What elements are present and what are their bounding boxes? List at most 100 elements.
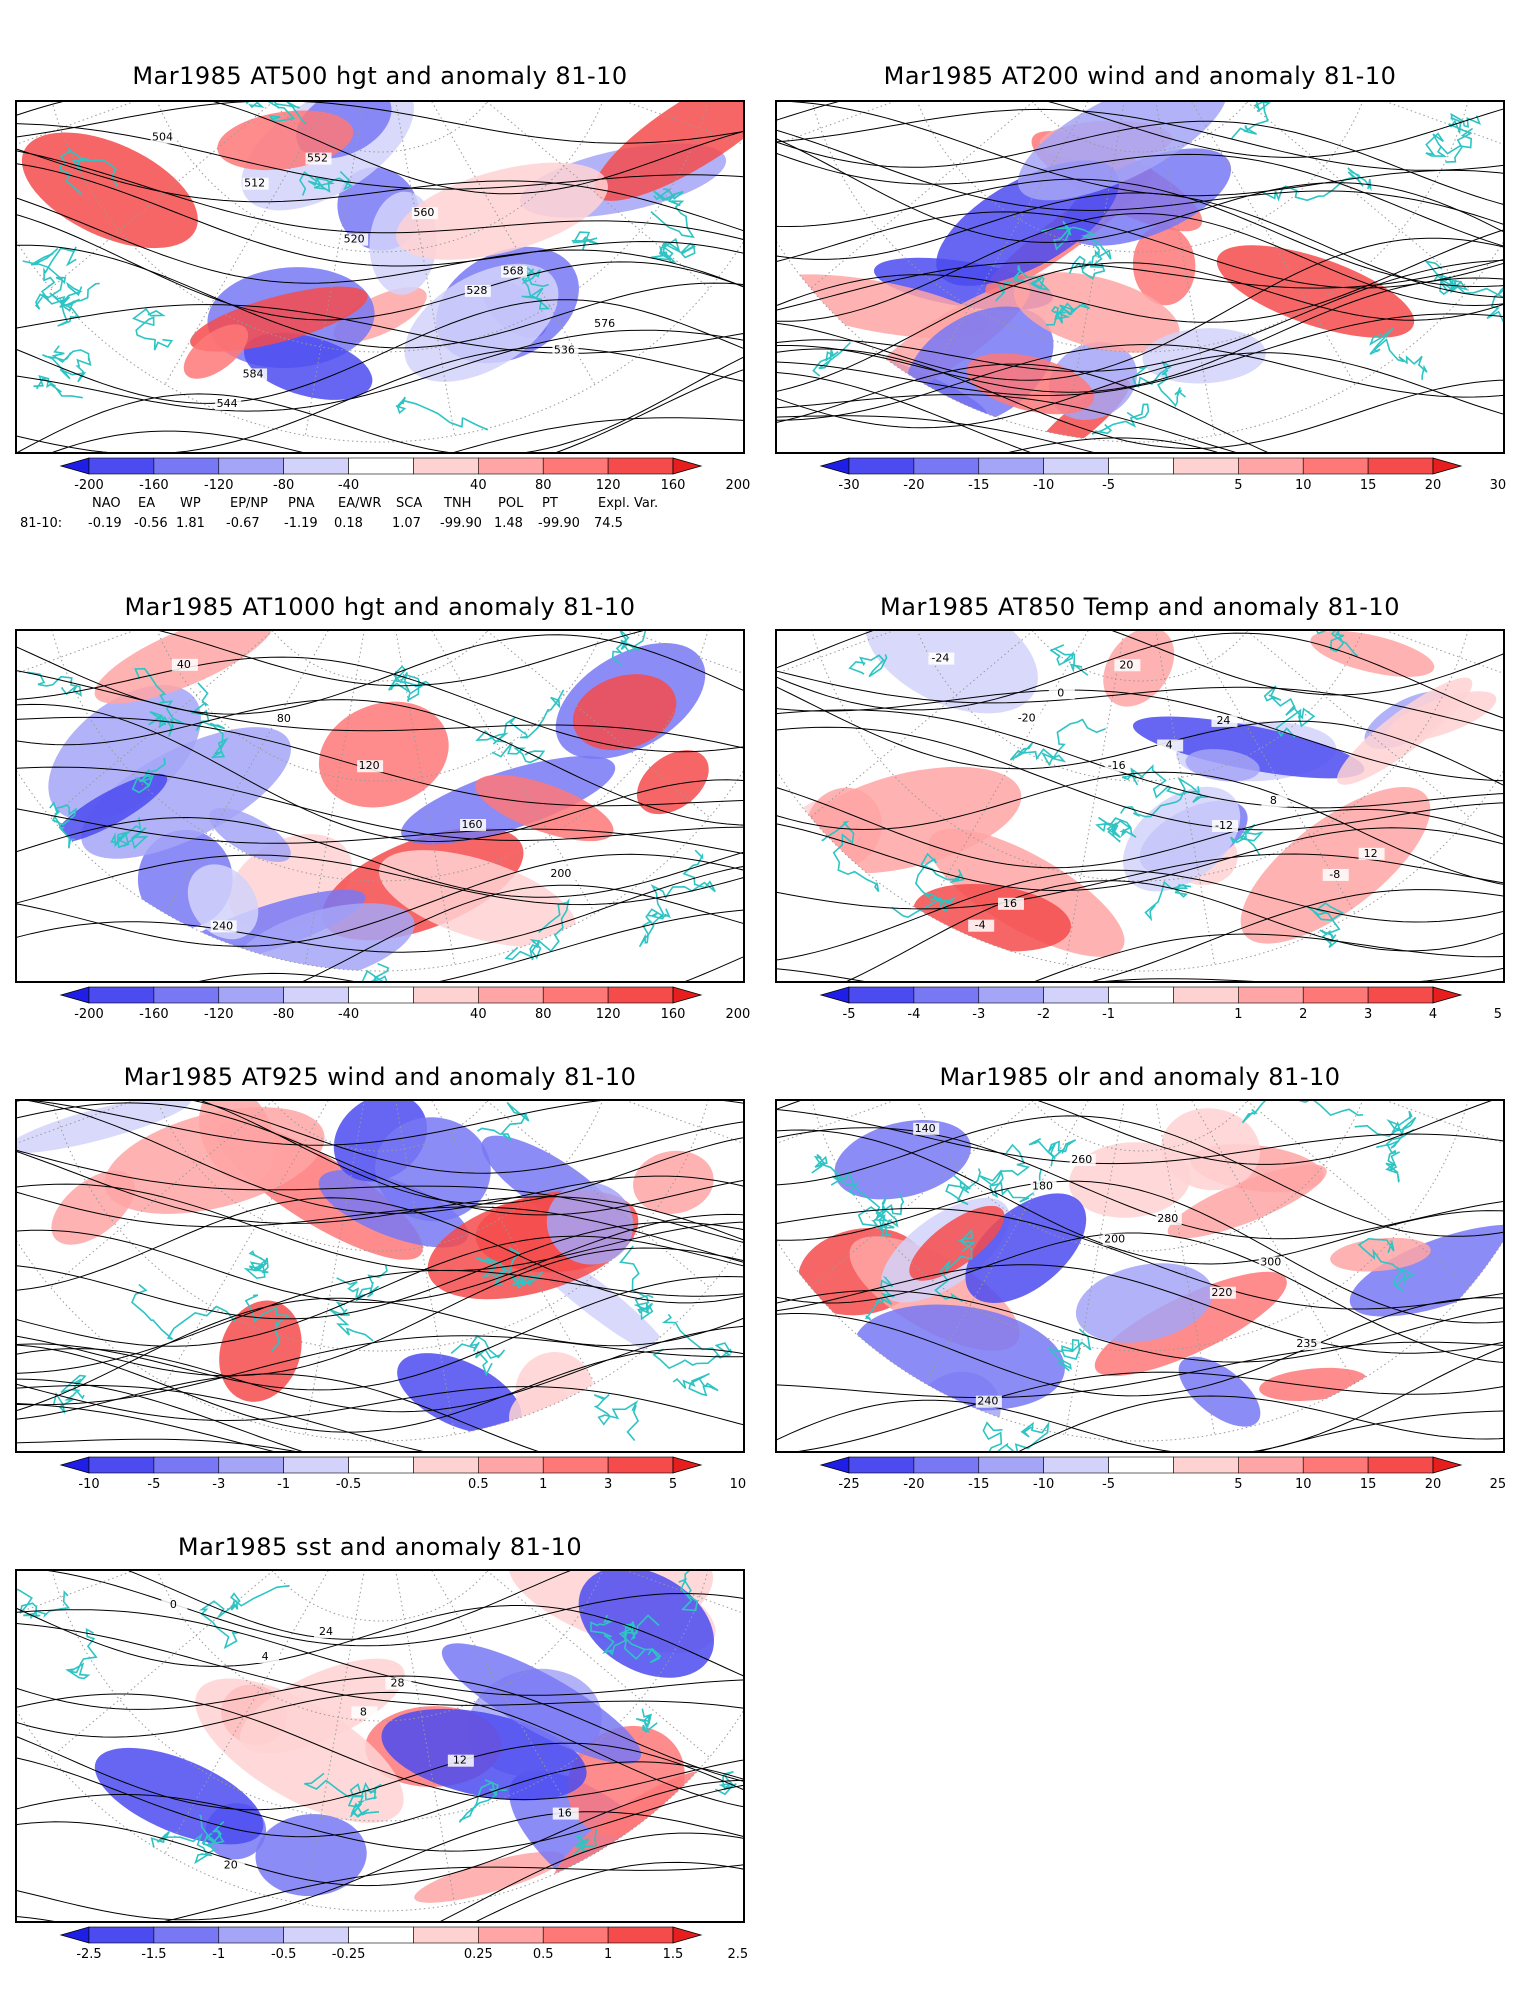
colorbar-segment [283,1456,349,1474]
map-canvas: 40 80 120 160 200 240 [17,631,743,981]
contour-label: 235 [1296,1337,1317,1350]
contour-label: -24 [931,652,949,665]
colorbar-segment [978,986,1044,1004]
colorbar-tick-label: -10 [1033,478,1054,493]
colorbar-canvas: -30 -20 -15 -10 -5 5 10 15 20 30 [819,457,1506,493]
colorbar-segment [1043,1456,1109,1474]
colorbar-min-arrow [819,1456,850,1474]
map-frame: -24 -20 -16 -12 -8 -4 0 4 8 12 16 20 24 [775,629,1505,983]
teleconnection-header: NAO [92,496,121,511]
anomaly-region [1122,786,1241,892]
teleconnection-header: TNH [444,496,472,511]
colorbar: -200 -160 -120 -80 -40 40 80 120 160 200 [59,986,750,1023]
anomaly-region [255,1814,367,1897]
contour-label: 4 [1166,739,1173,752]
colorbar: -30 -20 -15 -10 -5 5 10 15 20 30 [819,457,1506,494]
colorbar-tick-label: 5 [669,1477,677,1492]
colorbar-tick-label: 2 [1299,1007,1307,1022]
colorbar-tick-label: -1 [212,1947,225,1962]
colorbar-tick-label: 120 [596,1007,621,1022]
colorbar-tick-label: 20 [1425,478,1442,493]
colorbar-segment [413,457,479,475]
colorbar-tick-label: 3 [1364,1007,1372,1022]
colorbar-segment [1173,457,1239,475]
colorbar-tick-label: -40 [338,478,359,493]
colorbar-canvas: -200 -160 -120 -80 -40 40 80 120 160 200 [59,457,750,493]
panel-title: Mar1985 AT1000 hgt and anomaly 81-10 [124,593,636,621]
contour-labels: 40 80 120 160 200 240 [171,658,575,933]
colorbar-tick-label: -3 [972,1007,985,1022]
colorbar-tick-label: 10 [730,1477,747,1492]
colorbar-tick-label: 160 [661,1007,686,1022]
colorbar-tick-label: 160 [661,478,686,493]
colorbar-segment [1108,1456,1174,1474]
anomaly-region [1068,1142,1191,1218]
teleconnection-header: SCA [396,496,423,511]
colorbar-tick-label: 0.25 [464,1947,493,1962]
colorbar-tick-label: 80 [535,478,552,493]
streamlines [17,1101,743,1451]
colorbar-segment [283,457,349,475]
contour-label: -12 [1215,819,1233,832]
colorbar-segment [607,986,674,1004]
contour-label: 544 [217,397,238,410]
contour-label: 180 [1032,1180,1053,1193]
coastlines [821,631,1359,949]
colorbar-segment [413,1456,479,1474]
colorbar-tick-label: -10 [1033,1477,1054,1492]
contour-label: 40 [177,658,191,671]
colorbar-segment [1238,1456,1304,1474]
graticule [777,1101,1503,1442]
colorbar-segment [978,1456,1044,1474]
colorbar: -25 -20 -15 -10 -5 5 10 15 20 25 [819,1456,1506,1493]
colorbar-max-arrow [1432,457,1463,475]
contour-label: -8 [1329,868,1340,881]
contour-label: 28 [390,1676,404,1689]
colorbar-tick-label: -30 [838,478,859,493]
colorbar-tick-label: -0.5 [336,1477,361,1492]
colorbar-tick-label: -200 [74,478,104,493]
colorbar-tick-label: 15 [1360,478,1377,493]
colorbar-tick-label: 0.5 [468,1477,489,1492]
contour-label: 536 [554,344,575,357]
anomaly-region [396,162,608,260]
teleconnection-row-label: 81-10: [20,516,63,531]
contour-label: 504 [152,131,173,144]
teleconnection-header: EP/NP [230,496,268,511]
hemisphere-mask [777,102,1503,452]
anomaly-region [53,773,168,843]
colorbar-max-arrow [1432,986,1463,1004]
colorbar-segment [348,986,414,1004]
anomaly-region [219,1300,302,1402]
contour-label: 200 [1104,1233,1125,1246]
colorbar-segment [913,457,980,475]
colorbar-tick-label: 5 [1234,478,1242,493]
contour-label: 160 [462,818,483,831]
colorbar-segment [607,1926,674,1944]
anomaly-region [397,1353,522,1435]
teleconnection-header: PT [542,496,558,511]
contour-label: 12 [1364,847,1378,860]
coastlines [811,1101,1417,1451]
contour-label: 260 [1071,1153,1092,1166]
colorbar-tick-label: -15 [968,478,989,493]
panel-title: Mar1985 AT500 hgt and anomaly 81-10 [132,62,628,90]
colorbar: -5 -4 -3 -2 -1 1 2 3 4 5 [819,986,1502,1023]
map-frame: 504 512 520 528 536 544 552 560 568 576 584 [15,100,745,454]
anomaly-region [1075,1263,1213,1343]
anomaly-region [318,1169,469,1248]
anomaly-region [1017,102,1228,201]
anomaly-region [375,1117,491,1222]
colorbar-tick-label: 40 [470,478,487,493]
colorbar-tick-label: 1 [1234,1007,1242,1022]
anomaly-region [208,807,291,863]
colorbar-tick-label: 20 [1425,1477,1442,1492]
teleconnection-value: 0.18 [334,516,363,531]
colorbar-segment [848,1456,915,1474]
contour-labels: 504 512 520 528 536 544 552 560 568 576 584 [150,131,619,410]
contour-label: 8 [1270,794,1277,807]
colorbar-segment [1302,986,1369,1004]
teleconnection-value: -0.56 [134,516,168,531]
colorbar-tick-label: 30 [1490,478,1507,493]
anomaly-region [1310,631,1435,677]
